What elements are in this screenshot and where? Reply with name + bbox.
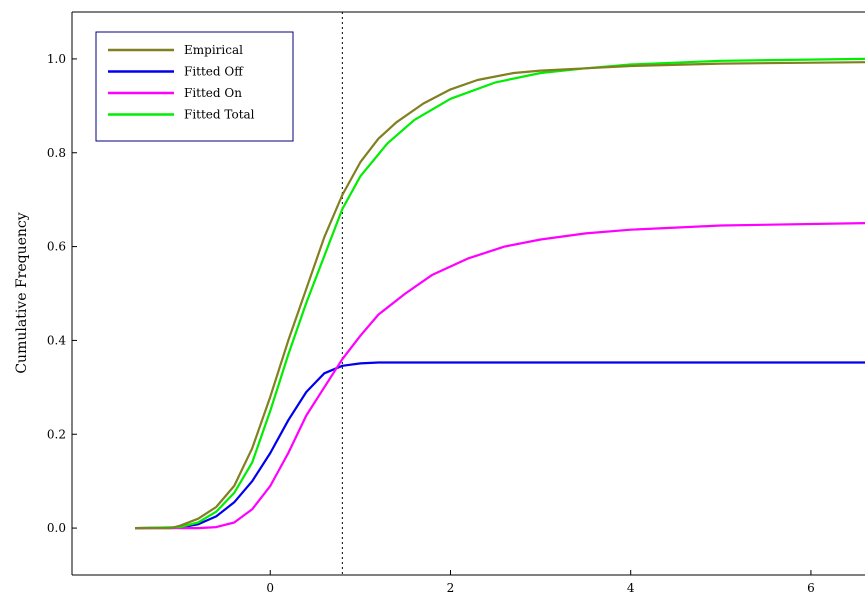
x-tick-label: 0 bbox=[266, 581, 274, 595]
x-tick-label: 2 bbox=[447, 581, 455, 595]
series-line-fitted-on bbox=[135, 222, 865, 530]
axes-layer: 0 2 4 6 0.0 0.2 0.4 0.6 0.8 1.0 bbox=[47, 11, 865, 595]
legend-label: Fitted On bbox=[184, 86, 242, 100]
x-tick-label: 4 bbox=[627, 581, 635, 595]
legend: Empirical Fitted Off Fitted On Fitted Total bbox=[95, 31, 294, 142]
legend-label: Fitted Total bbox=[184, 108, 255, 122]
legend-label: Empirical bbox=[184, 43, 243, 57]
y-tick-label: 0.6 bbox=[47, 240, 66, 254]
series-line-fitted-off bbox=[135, 361, 865, 530]
y-axis-title: Cumulative Frequency bbox=[14, 212, 30, 373]
plot-layer bbox=[135, 12, 865, 575]
y-tick-label: 0.8 bbox=[47, 146, 66, 160]
y-tick-label: 0.0 bbox=[47, 521, 66, 535]
legend-label: Fitted Off bbox=[184, 65, 244, 79]
y-tick-label: 1.0 bbox=[47, 52, 66, 66]
y-tick-label: 0.2 bbox=[47, 427, 66, 441]
x-tick-label: 6 bbox=[807, 581, 815, 595]
series-line-empirical bbox=[135, 61, 865, 530]
y-tick-label: 0.4 bbox=[47, 333, 66, 347]
